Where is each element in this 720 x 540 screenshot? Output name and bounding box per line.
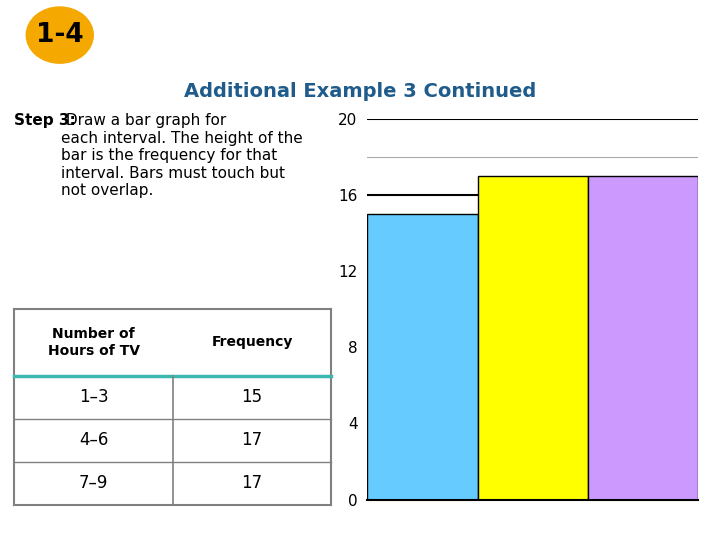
Text: 4–6: 4–6 <box>79 431 108 449</box>
Text: 17: 17 <box>241 431 263 449</box>
Bar <box>367 214 477 500</box>
Text: Additional Example 3 Continued: Additional Example 3 Continued <box>184 82 536 102</box>
Text: Number of
Hours of TV: Number of Hours of TV <box>48 327 140 357</box>
Text: Bar Graphs and Histograms: Bar Graphs and Histograms <box>115 22 526 48</box>
Text: Course 2: Course 2 <box>14 516 84 529</box>
Text: 15: 15 <box>241 388 263 406</box>
Ellipse shape <box>26 6 94 64</box>
Text: 1–3: 1–3 <box>78 388 109 406</box>
Bar <box>588 176 698 500</box>
Text: Draw a bar graph for
each interval. The height of the
bar is the frequency for t: Draw a bar graph for each interval. The … <box>61 113 303 198</box>
Text: 1-4: 1-4 <box>36 22 84 48</box>
Text: Step 3:: Step 3: <box>14 113 76 129</box>
Bar <box>477 176 588 500</box>
Text: Copyright © by Holt, Rinehart and Winston. All Rights Reserved.: Copyright © by Holt, Rinehart and Winsto… <box>391 517 706 528</box>
Text: Frequency: Frequency <box>211 335 293 349</box>
Text: 7–9: 7–9 <box>79 474 108 492</box>
Text: 17: 17 <box>241 474 263 492</box>
